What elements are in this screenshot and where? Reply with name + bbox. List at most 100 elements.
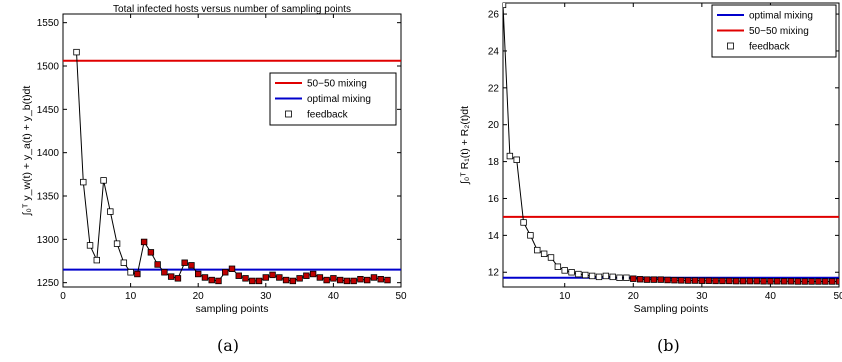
caption-b: (b): [657, 336, 680, 355]
y-axis-label: ∫₀ᵀ R₁(t) + R₂(t)dt: [459, 106, 471, 185]
y-tick-label: 1400: [37, 148, 60, 159]
feedback-point: [650, 276, 658, 283]
feedback-point: [588, 272, 596, 280]
feedback-point: [208, 276, 215, 284]
x-axis-label: sampling points: [196, 303, 269, 315]
y-tick-label: 16: [488, 194, 500, 205]
feedback-point: [370, 274, 378, 281]
feedback-point: [678, 277, 685, 284]
feedback-point: [154, 261, 161, 268]
feedback-point: [547, 254, 555, 261]
y-tick-label: 12: [488, 268, 500, 279]
feedback-point: [276, 274, 283, 281]
feedback-point: [80, 178, 87, 186]
x-tick-label: 50: [833, 291, 842, 302]
feedback-point: [215, 277, 222, 285]
x-tick-label: 20: [193, 291, 205, 302]
y-axis-label: ∫₀ᵀ y_w(t) + y_a(t) + y_b(t)dt: [21, 86, 33, 217]
feedback-point: [712, 277, 719, 285]
feedback-point: [282, 276, 290, 284]
feedback-point: [86, 242, 94, 249]
feedback-point: [801, 278, 808, 285]
feedback-point: [363, 276, 371, 284]
caption-a: (a): [217, 336, 240, 355]
feedback-point: [242, 275, 249, 282]
feedback-point: [303, 272, 310, 279]
feedback-point: [107, 208, 114, 215]
feedback-point: [503, 3, 507, 9]
feedback-point: [664, 276, 671, 284]
legend-marker: [727, 42, 734, 50]
feedback-point: [343, 277, 351, 285]
feedback-point: [330, 275, 337, 282]
x-tick-label: 30: [696, 291, 708, 302]
feedback-point: [540, 250, 548, 258]
legend-label: optimal mixing: [749, 11, 813, 22]
legend-label: optimal mixing: [307, 94, 371, 105]
feedback-point: [513, 156, 520, 163]
feedback-point: [636, 276, 644, 283]
x-tick-label: 40: [328, 291, 340, 302]
feedback-point: [161, 269, 168, 276]
feedback-point: [113, 240, 121, 247]
chart-title: Total infected hosts versus number of sa…: [113, 4, 351, 15]
feedback-point: [316, 274, 324, 281]
feedback-point: [808, 278, 815, 285]
legend-marker: [285, 110, 292, 118]
feedback-point: [289, 277, 297, 285]
feedback-point: [582, 271, 589, 279]
plot-area: [503, 3, 839, 285]
feedback-point: [120, 259, 128, 266]
y-tick-label: 24: [488, 46, 500, 57]
feedback-point: [527, 232, 534, 239]
feedback-point: [384, 276, 391, 284]
feedback-point: [377, 275, 384, 283]
x-tick-label: 20: [628, 291, 640, 302]
feedback-point: [691, 277, 699, 284]
feedback-point: [760, 278, 767, 285]
feedback-point: [235, 272, 242, 279]
feedback-point: [822, 278, 829, 285]
feedback-point: [794, 278, 802, 285]
feedback-point: [609, 273, 616, 281]
legend-label: 50−50 mixing: [749, 26, 809, 37]
feedback-point: [684, 277, 692, 284]
feedback-point: [643, 276, 651, 283]
feedback-point: [705, 277, 712, 284]
feedback-point: [815, 278, 822, 285]
feedback-point: [739, 277, 747, 285]
y-tick-label: 1550: [37, 18, 60, 29]
y-tick-label: 1300: [37, 235, 60, 246]
panel-b-chart: 10 20 30 40 50 12 14 16 18 20 22 24 26 Sampling point…: [459, 2, 842, 315]
axes-box: [62, 13, 402, 288]
feedback-point: [520, 219, 527, 226]
feedback-point: [671, 276, 678, 284]
feedback-point: [357, 275, 364, 283]
feedback-point: [309, 270, 317, 278]
y-tick-label: 1350: [37, 192, 60, 203]
feedback-point: [127, 269, 134, 276]
feedback-point: [147, 249, 155, 256]
feedback-point: [140, 238, 148, 246]
feedback-point: [73, 48, 80, 56]
feedback-point: [780, 278, 788, 285]
feedback-point: [296, 275, 303, 282]
feedback-point: [134, 270, 141, 278]
feedback-point: [255, 277, 263, 285]
feedback-point: [616, 274, 623, 281]
feedback-point: [262, 274, 269, 281]
feedback-point: [222, 269, 229, 276]
feedback-point: [506, 152, 514, 160]
feedback-point: [595, 273, 603, 281]
x-tick-label: 30: [260, 291, 272, 302]
y-tick-label: 1450: [37, 105, 60, 116]
feedback-point: [100, 177, 107, 184]
feedback-point: [753, 277, 760, 285]
feedback-point: [93, 256, 100, 264]
feedback-point: [732, 277, 740, 285]
feedback-point: [774, 278, 781, 285]
x-tick-label: 10: [125, 291, 137, 302]
feedback-point: [188, 262, 195, 269]
feedback-point: [228, 265, 236, 272]
